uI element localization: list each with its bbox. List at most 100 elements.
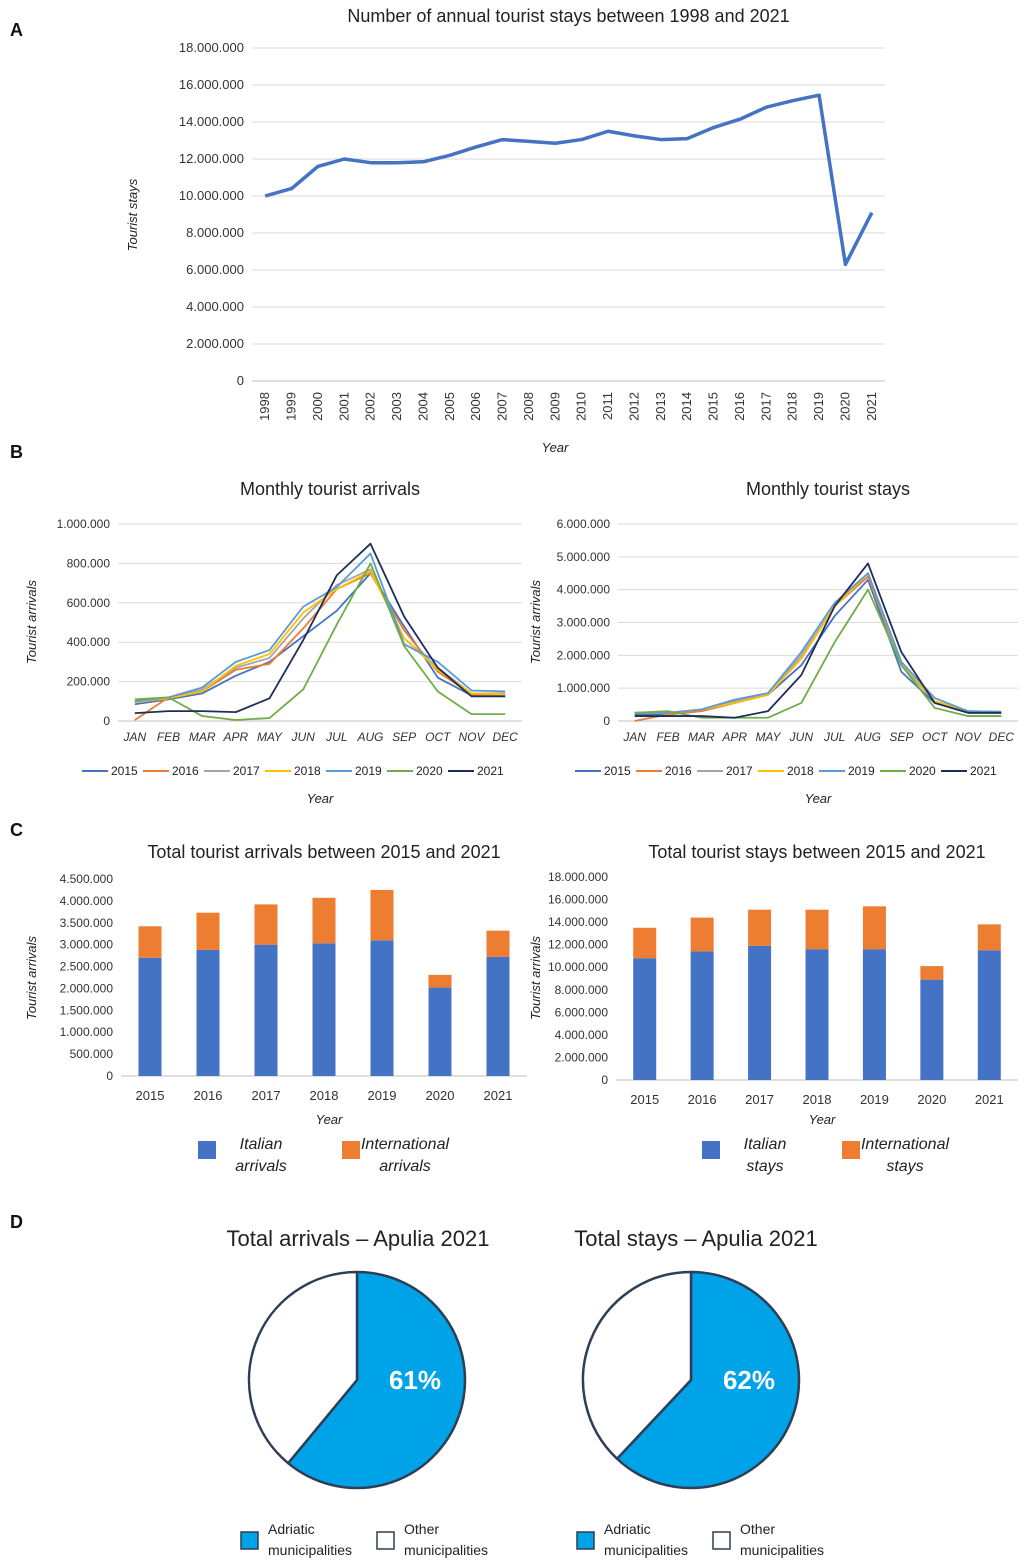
x-tick-label: 2016 (732, 392, 747, 421)
y-axis-label: Tourist arrivals (528, 935, 543, 1020)
series-line-2018 (634, 572, 1002, 714)
y-tick-label: 200.000 (67, 675, 111, 689)
x-tick-label: 2016 (688, 1092, 717, 1107)
x-tick-label: JAN (622, 730, 646, 744)
bar-italian (486, 956, 510, 1076)
series-line-2016 (634, 575, 1002, 722)
x-tick-label: 2020 (426, 1088, 455, 1103)
y-tick-label: 12.000.000 (179, 151, 244, 166)
x-tick-label: 2015 (136, 1088, 165, 1103)
x-tick-label: 2016 (194, 1088, 223, 1103)
y-tick-label: 18.000.000 (179, 40, 244, 55)
pie-percent-label: 62% (723, 1365, 775, 1395)
legend-label-2020: 2020 (909, 764, 936, 778)
pie-slice-adriatic (286, 1270, 467, 1490)
legend-label-2016: 2016 (172, 764, 199, 778)
bar-italian (254, 944, 278, 1076)
x-tick-label: 2008 (521, 392, 536, 421)
bar-italian (690, 951, 714, 1080)
y-tick-label: 3.000.000 (557, 616, 611, 630)
series-line (264, 93, 874, 267)
x-tick-label: OCT (922, 730, 949, 744)
x-tick-label: 2019 (860, 1092, 889, 1107)
legend-label-2019: 2019 (355, 764, 382, 778)
x-tick-label: 2015 (706, 392, 721, 421)
bar-international (370, 889, 394, 941)
bar-international (196, 912, 220, 950)
legend-swatch (342, 1141, 360, 1159)
series-line-2019 (634, 572, 1002, 714)
x-tick-label: 2021 (864, 392, 879, 421)
pie-slice-adriatic (615, 1270, 801, 1490)
y-tick-label: 2.000.000 (555, 1050, 609, 1064)
legend-label-2020: 2020 (416, 764, 443, 778)
x-tick-label: 2009 (547, 392, 562, 421)
legend-label-2016: 2016 (665, 764, 692, 778)
y-tick-label: 4.000.000 (557, 583, 611, 597)
y-tick-label: 18.000.000 (548, 870, 608, 884)
y-tick-label: 3.000.000 (60, 938, 114, 952)
total-arrivals-chart: 0 500.000 1.000.000 1.500.000 2.000.000 2.500… (24, 842, 527, 1175)
x-tick-label: 2018 (310, 1088, 339, 1103)
bar-international (312, 897, 336, 944)
x-tick-label: 2013 (653, 392, 668, 421)
legend-swatch (712, 1531, 731, 1550)
panel-label-b: B (10, 442, 23, 462)
legend-label-line2: municipalities (268, 1542, 352, 1558)
x-tick-label: 2018 (785, 392, 800, 421)
x-tick-label: 2011 (600, 392, 615, 420)
bar-international (486, 930, 510, 957)
legend-label-2015: 2015 (111, 764, 138, 778)
x-tick-label: 2003 (389, 392, 404, 421)
legend-label-2021: 2021 (970, 764, 997, 778)
x-tick-label: 2017 (758, 392, 773, 421)
x-axis-label: Year (542, 440, 569, 455)
x-tick-label: JUL (325, 730, 347, 744)
x-tick-label: JUN (789, 730, 814, 744)
legend-swatch (240, 1531, 259, 1550)
series-line-2021 (634, 562, 1002, 719)
y-tick-label: 0 (103, 714, 110, 728)
x-tick-label: APR (721, 730, 747, 744)
bar-italian (862, 949, 886, 1080)
panel-label-a: A (10, 20, 23, 40)
series-line-2015 (634, 578, 1002, 716)
x-tick-label: MAR (688, 730, 715, 744)
chart-title: Total stays – Apulia 2021 (574, 1226, 817, 1251)
series-line-2018 (134, 570, 506, 704)
bar-international (633, 927, 657, 959)
y-tick-label: 4.000.000 (186, 299, 244, 314)
y-tick-label: 14.000.000 (179, 114, 244, 129)
legend-label-line1: Other (404, 1521, 439, 1537)
x-tick-label: DEC (989, 730, 1015, 744)
legend-label-line2: municipalities (740, 1542, 824, 1558)
legend-label-line2: arrivals (235, 1158, 287, 1175)
legend-label-line1: International (361, 1136, 450, 1153)
y-tick-label: 1.000.000 (57, 517, 111, 531)
pie-slice-other (247, 1270, 359, 1465)
y-tick-label: 0 (601, 1073, 608, 1087)
chart-title: Total arrivals – Apulia 2021 (227, 1226, 490, 1251)
x-axis-label: Year (307, 791, 334, 806)
x-tick-label: 2012 (626, 392, 641, 421)
legend-label-2015: 2015 (604, 764, 631, 778)
x-tick-label: 2014 (679, 392, 694, 421)
y-axis-label: Tourist stays (125, 178, 140, 251)
y-tick-label: 8.000.000 (555, 983, 609, 997)
y-tick-label: 16.000.000 (179, 77, 244, 92)
bar-international (254, 904, 278, 945)
x-axis-label: Year (809, 1112, 836, 1127)
chart-title: Total tourist arrivals between 2015 and … (147, 842, 500, 862)
y-tick-label: 10.000.000 (179, 188, 244, 203)
bar-italian (977, 950, 1001, 1080)
bar-international (805, 909, 829, 950)
legend-label-line2: municipalities (404, 1542, 488, 1558)
bar-international (690, 917, 714, 952)
y-tick-label: 0 (603, 714, 610, 728)
x-axis-label: Year (316, 1112, 343, 1127)
x-tick-label: 2020 (837, 392, 852, 421)
y-tick-label: 1.000.000 (557, 681, 611, 695)
series-line-2019 (134, 552, 506, 703)
bar-international (862, 906, 886, 950)
legend-label-2021: 2021 (477, 764, 504, 778)
